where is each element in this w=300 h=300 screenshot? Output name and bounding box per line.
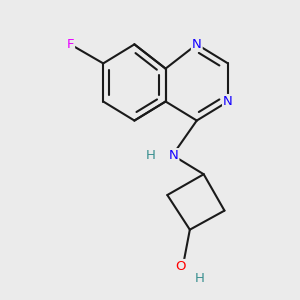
Text: H: H bbox=[146, 149, 156, 162]
Text: O: O bbox=[175, 260, 185, 272]
Text: F: F bbox=[67, 38, 74, 51]
Text: N: N bbox=[192, 38, 202, 51]
Text: N: N bbox=[169, 149, 179, 162]
Text: H: H bbox=[195, 272, 205, 285]
Text: N: N bbox=[223, 95, 233, 108]
